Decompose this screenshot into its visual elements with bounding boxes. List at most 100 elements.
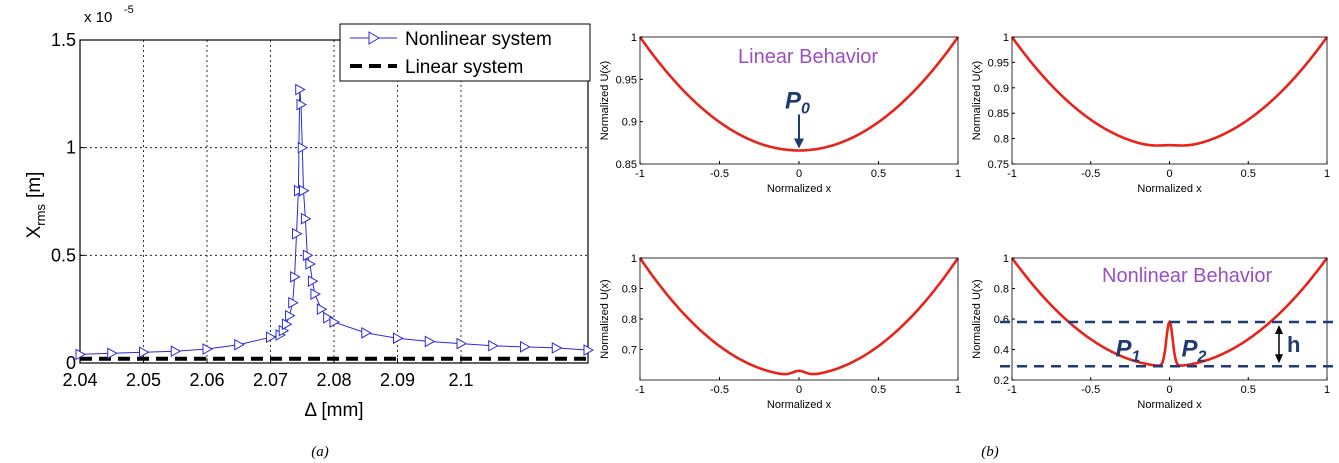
y-tick-label: 0.6 [994, 314, 1009, 326]
nonlinear-data-point [329, 316, 341, 328]
panel-a-legend: Nonlinear system Linear system [339, 23, 591, 82]
caption-a: (a) [311, 444, 329, 460]
nonlinear-data-point [297, 141, 309, 154]
x-tick-label: 2.05 [126, 370, 161, 390]
nonlinear-data-point [281, 318, 293, 331]
subplot-x-axis-label: Normalized x [767, 399, 832, 411]
legend-linear-label: Linear system [405, 57, 523, 78]
nonlinear-data-point [310, 288, 321, 300]
y-tick-label: 0.9 [994, 83, 1009, 95]
panel-b-subplots: -1 -0.5 0 0.5 1 0.85 0.9 0.95 1 Normalized x Norma… [599, 32, 1330, 411]
subplot-x-axis-label: Normalized x [1137, 183, 1202, 195]
x-tick-label: 0 [796, 168, 802, 180]
nonlinear-data-point [285, 309, 296, 322]
subplot-b-bottom-left: -1 -0.5 0 0.5 1 0.7 0.8 0.9 1 Normalized x Normali… [599, 253, 961, 411]
ylabel-sub: rms [33, 204, 48, 226]
subplot-y-axis-label: Normalized U(x) [599, 279, 611, 358]
caption-b: (b) [981, 444, 999, 460]
x-tick-label: -1 [1007, 168, 1017, 180]
y-tick-label: 0.7 [622, 345, 637, 357]
panel-a-chart: 2.04 2.05 2.06 2.07 2.08 2.09 2.1 0 0.5 1 1.5 x 1… [24, 4, 595, 460]
x-tick-label: 0 [1166, 168, 1172, 180]
y-tick-label: 0.85 [988, 108, 1009, 120]
nonlinear-data-point [296, 98, 308, 111]
x-tick-label: 2.06 [189, 370, 224, 390]
x-tick-label: -0.5 [710, 168, 729, 180]
nonlinear-data-point [293, 184, 305, 197]
nonlinear-data-point [551, 342, 563, 354]
nonlinear-data-point [290, 271, 301, 283]
x-tick-label: 0.5 [871, 384, 886, 396]
nonlinear-data-point [316, 303, 328, 316]
x-tick-label: -0.5 [710, 384, 729, 396]
nonlinear-data-point [300, 212, 312, 225]
exponent-power: -5 [124, 4, 134, 16]
panel-a-x-axis-label: Δ [mm] [304, 400, 363, 421]
x-tick-label: 0 [1166, 384, 1172, 396]
y-tick-label: 0.75 [988, 159, 1009, 171]
panel-a-y-ticks: 0 0.5 1 1.5 [51, 30, 85, 373]
p1-label: P1 [1116, 335, 1141, 365]
nonlinear-data-point [305, 258, 316, 270]
nonlinear-behavior-label: Nonlinear Behavior [1102, 265, 1272, 287]
y-tick-label: 1 [631, 32, 637, 44]
subplot-y-axis-label: Normalized U(x) [971, 279, 983, 358]
y-tick-label: 0.85 [616, 159, 637, 171]
nonlinear-data-point [488, 339, 499, 352]
y-tick-label: 0.9 [622, 284, 637, 296]
x-tick-label: 2.09 [380, 370, 415, 390]
legend-box [339, 23, 591, 82]
p0-arrow-head [794, 138, 804, 149]
nonlinear-data-point [361, 327, 372, 339]
x-tick-label: -0.5 [1081, 168, 1100, 180]
x-tick-label: 2.07 [253, 370, 288, 390]
legend-nonlinear-label: Nonlinear system [405, 29, 552, 50]
y-tick-label: 0 [66, 353, 76, 373]
y-tick-label: 0.95 [988, 57, 1009, 69]
nonlinear-data-point [520, 341, 531, 353]
x-tick-label: -1 [1007, 384, 1017, 396]
x-tick-label: 2.08 [316, 370, 351, 390]
y-tick-label: 1 [631, 253, 637, 265]
x-tick-label: 1 [1324, 384, 1330, 396]
p0-label: P0 [785, 87, 810, 117]
legend-nonlinear-marker [368, 31, 380, 45]
y-tick-label: 1 [1003, 253, 1009, 265]
nonlinear-data-point [299, 184, 310, 197]
panel-a-grid [80, 40, 588, 363]
x-tick-label: 1 [955, 384, 961, 396]
nonlinear-data-point [424, 335, 436, 348]
x-tick-label: 0.5 [1241, 384, 1256, 396]
h-arrow-head-top [1275, 325, 1283, 335]
y-tick-label: 1 [66, 138, 76, 158]
nonlinear-data-point [234, 338, 245, 351]
exponent-base: x 10 [84, 9, 112, 26]
potential-curve [1010, 257, 1329, 367]
y-tick-label: 0.8 [994, 134, 1009, 146]
ylabel-unit: [m] [24, 172, 45, 198]
subplot-b-bottom-right: -1 -0.5 0 0.5 1 0.2 0.4 0.6 0.8 1 Normalized x Norm… [971, 253, 1330, 411]
nonlinear-data-point [307, 275, 319, 288]
y-tick-label: 0.2 [994, 375, 1009, 387]
y-tick-label: 0.5 [51, 245, 76, 265]
x-tick-label: -0.5 [1081, 384, 1100, 396]
linear-behavior-label: Linear Behavior [738, 46, 878, 68]
nonlinear-data-point [323, 311, 334, 324]
ylabel-main: X [24, 225, 45, 238]
y-tick-label: 0.8 [622, 314, 637, 326]
subplot-x-axis-label: Normalized x [767, 183, 832, 195]
nonlinear-data-point [583, 344, 595, 356]
nonlinear-data-point [456, 337, 468, 350]
nonlinear-data-point [292, 227, 303, 240]
y-tick-label: 0.9 [622, 117, 637, 129]
nonlinear-data-point [266, 331, 277, 344]
p2-label: P2 [1182, 335, 1207, 365]
x-tick-label: 1 [955, 168, 961, 180]
y-tick-label: 1.5 [51, 30, 76, 50]
potential-curve [638, 36, 960, 152]
nonlinear-system-markers [75, 83, 595, 361]
nonlinear-data-point [295, 83, 306, 96]
h-label: h [1287, 332, 1300, 357]
x-tick-label: 0 [796, 384, 802, 396]
